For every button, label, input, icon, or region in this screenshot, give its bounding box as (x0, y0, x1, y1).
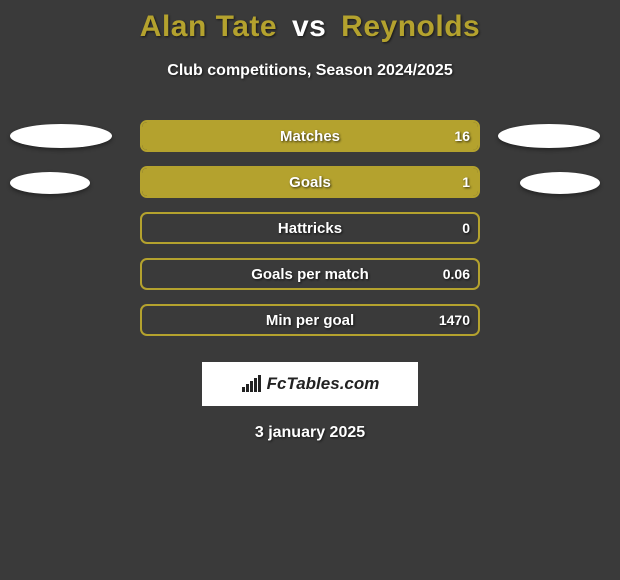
bar-track: Min per goal1470 (140, 304, 480, 336)
logo-box: FcTables.com (202, 362, 418, 406)
container: Alan Tate vs Reynolds Club competitions,… (0, 0, 620, 580)
page-title: Alan Tate vs Reynolds (0, 10, 620, 44)
bar-value: 1470 (439, 306, 470, 334)
stat-row: Min per goal1470 (0, 300, 620, 346)
bar-label: Matches (142, 122, 478, 150)
bar-label: Hattricks (142, 214, 478, 242)
bar-track: Goals per match0.06 (140, 258, 480, 290)
logo: FcTables.com (241, 374, 380, 394)
title-player2: Reynolds (341, 10, 480, 43)
left-ellipse (10, 124, 112, 148)
stat-row: Matches16 (0, 116, 620, 162)
bar-value: 0.06 (443, 260, 470, 288)
logo-text: FcTables.com (267, 374, 380, 394)
bar-track: Hattricks0 (140, 212, 480, 244)
bar-track: Matches16 (140, 120, 480, 152)
date-text: 3 january 2025 (0, 424, 620, 442)
stat-row: Goals per match0.06 (0, 254, 620, 300)
subtitle: Club competitions, Season 2024/2025 (0, 62, 620, 80)
stat-row: Goals1 (0, 162, 620, 208)
left-ellipse (10, 172, 90, 194)
bar-label: Min per goal (142, 306, 478, 334)
title-vs: vs (292, 10, 326, 43)
bar-value: 0 (462, 214, 470, 242)
stats-rows: Matches16 Goals1 Hattricks0 Goals per match… (0, 116, 620, 346)
right-ellipse (498, 124, 600, 148)
bar-value: 16 (454, 122, 470, 150)
right-ellipse (520, 172, 600, 194)
stat-row: Hattricks0 (0, 208, 620, 254)
bar-track: Goals1 (140, 166, 480, 198)
bar-label: Goals (142, 168, 478, 196)
bar-label: Goals per match (142, 260, 478, 288)
bar-chart-icon (241, 375, 263, 393)
title-player1: Alan Tate (140, 10, 277, 43)
bar-value: 1 (462, 168, 470, 196)
